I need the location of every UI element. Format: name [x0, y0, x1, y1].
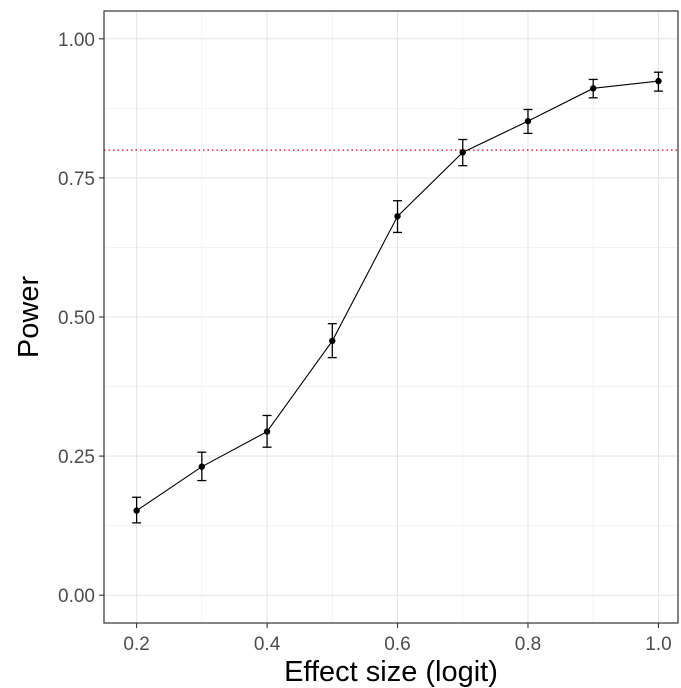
x-axis: 0.2 0.4 0.6 0.8 1.0	[123, 623, 672, 655]
x-tick-label: 1.0	[645, 634, 671, 655]
y-tick-label: 1.00	[58, 30, 95, 51]
data-point	[655, 77, 662, 85]
series-group	[132, 71, 663, 524]
data-point	[198, 463, 206, 470]
grid	[104, 11, 678, 623]
x-tick-label: 0.6	[384, 634, 410, 655]
x-tick-label: 0.8	[515, 634, 541, 655]
data-point	[524, 117, 532, 125]
x-tick-label: 0.4	[254, 634, 281, 655]
data-point	[590, 85, 597, 92]
y-axis-title: Power	[13, 276, 45, 359]
y-tick-label: 0.75	[58, 169, 95, 190]
data-point	[133, 507, 140, 514]
x-axis-title: Effect size (logit)	[284, 656, 498, 688]
y-tick-label: 0.00	[58, 586, 95, 607]
y-tick-label: 0.50	[58, 308, 95, 329]
x-tick-label: 0.2	[123, 634, 149, 655]
data-point	[329, 337, 336, 345]
y-tick-label: 0.25	[58, 447, 95, 468]
data-point	[263, 428, 271, 435]
y-axis: 0.00 0.25 0.50 0.75 1.00	[58, 30, 104, 607]
data-point	[459, 149, 466, 156]
data-point	[394, 213, 401, 220]
